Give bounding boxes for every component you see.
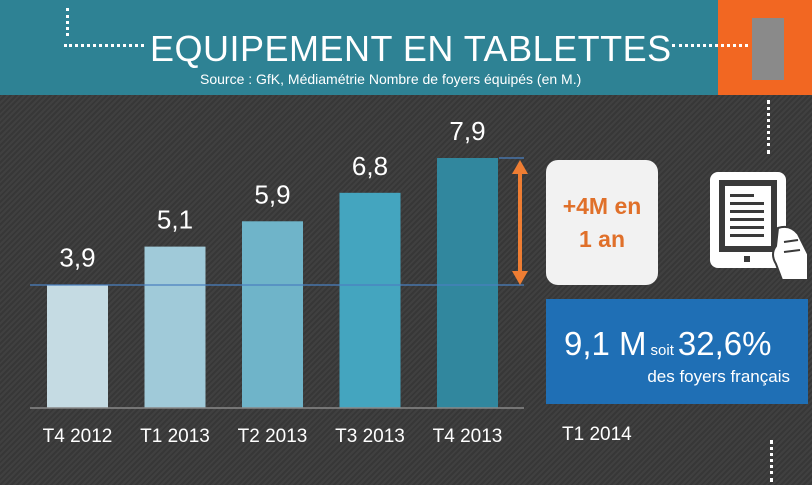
bar-value-label: 7,9 xyxy=(449,116,485,146)
callout-line1: +4M en xyxy=(562,193,642,220)
category-label: T1 2013 xyxy=(140,426,210,447)
bar-t2-2013 xyxy=(242,221,303,408)
bar-t4-2012 xyxy=(47,284,108,408)
stat-value: 9,1 M xyxy=(564,325,647,362)
bar-t4-2013 xyxy=(437,158,498,408)
category-label: T3 2013 xyxy=(335,426,405,447)
dotted-connector xyxy=(770,440,773,482)
header-band xyxy=(0,0,718,95)
double-arrow-icon xyxy=(512,160,528,285)
orange-corner-block xyxy=(718,0,812,95)
stat-period-label: T1 2014 xyxy=(562,424,632,445)
bar-t1-2013 xyxy=(144,246,206,408)
dotted-connector xyxy=(64,44,144,47)
callout-line2: 1 an xyxy=(578,225,626,252)
dotted-connector xyxy=(66,8,69,36)
source-subtitle: Source : GfK, Médiamétrie Nombre de foye… xyxy=(200,71,582,87)
stat-percent: 32,6% xyxy=(677,325,772,362)
stat-description: des foyers français xyxy=(647,367,790,386)
growth-callout: +4M en 1 an xyxy=(546,160,658,285)
bar-t3-2013 xyxy=(339,192,401,408)
page-title: EQUIPEMENT EN TABLETTES xyxy=(150,28,672,69)
bar-value-label: 6,8 xyxy=(352,151,388,181)
category-label: T4 2013 xyxy=(433,426,503,447)
tablet-placeholder-icon xyxy=(752,18,784,80)
dotted-connector xyxy=(767,100,770,154)
stat-connector: soit xyxy=(650,342,674,359)
bar-value-label: 5,1 xyxy=(157,205,193,235)
category-label: T2 2013 xyxy=(238,426,308,447)
bar-value-label: 3,9 xyxy=(59,243,95,273)
category-label: T4 2012 xyxy=(43,426,113,447)
dotted-connector xyxy=(672,44,748,47)
bar-value-label: 5,9 xyxy=(254,179,290,209)
tablet-hand-icon xyxy=(710,172,809,280)
